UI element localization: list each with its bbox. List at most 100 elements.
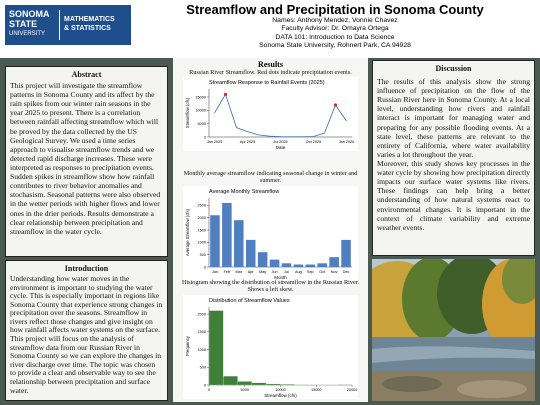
x-tick-label: Oct 2025: [306, 140, 321, 144]
abstract-text: This project will investigate the stream…: [10, 81, 161, 236]
y-tick-label: 2500: [198, 204, 206, 208]
title: Streamflow and Precipitation in Sonoma C…: [186, 2, 484, 17]
x-tick-label: Sep: [307, 270, 314, 274]
river-photo: [372, 259, 535, 401]
logo-line: STATE: [9, 19, 38, 29]
x-tick-label: Aug: [295, 270, 302, 274]
y-tick-label: 5000: [198, 122, 206, 126]
x-tick-label: Jan: [212, 270, 218, 274]
histogram-bar: [237, 381, 252, 386]
logo-dept-line: & STATISTICS: [64, 25, 111, 32]
x-axis-label: Month: [274, 275, 287, 280]
histogram-bar: [251, 382, 267, 386]
x-tick-label: 15000: [311, 388, 322, 392]
histogram-bar: [266, 383, 281, 386]
chart-title: Distribution of Streamflow Values: [209, 298, 290, 304]
y-tick-label: 500: [200, 253, 206, 257]
y-tick-label: 500: [200, 366, 206, 370]
logo-dept: MATHEMATICS & STATISTICS: [64, 15, 115, 33]
logo: SONOMA STATE UNIVERSITY MATHEMATICS & ST…: [5, 5, 131, 45]
y-tick-label: 1000: [198, 348, 206, 352]
header-line: DATA 101: Introduction to Data Science: [275, 33, 395, 41]
event-dot: [333, 103, 338, 107]
x-tick-label: Jan 2026: [339, 140, 355, 144]
y-tick-label: 0: [204, 135, 206, 139]
header-line: Faculty Advisor: Dr. Omayra Ortega: [281, 25, 389, 33]
x-tick-label: Dec: [343, 270, 350, 274]
bar: [257, 252, 268, 267]
paragraph: Moreover, this study shows key processes…: [377, 158, 530, 232]
x-tick-label: Nov: [331, 270, 338, 274]
bar: [281, 263, 292, 267]
y-axis-label: Average Streamflow (cfs): [185, 208, 190, 256]
caption: Histogram showing the distribution of st…: [181, 279, 359, 294]
heading: Results: [258, 60, 283, 69]
histogram-bar: [208, 310, 224, 386]
x-tick-label: Jun: [271, 270, 277, 274]
header-text: Streamflow and Precipitation in Sonoma C…: [140, 2, 530, 51]
y-tick-label: 15000: [195, 95, 206, 99]
bar: [341, 239, 351, 267]
heading: Introduction: [64, 264, 109, 273]
logo-line: UNIVERSITY: [9, 31, 46, 37]
bar: [317, 263, 327, 267]
x-tick-label: Oct: [319, 270, 326, 274]
heading: Discussion: [435, 64, 472, 73]
x-tick-label: 10000: [275, 388, 286, 392]
histogram-bar: [223, 376, 238, 386]
x-tick-label: Feb: [224, 270, 231, 274]
chart: Streamflow Response to Rainfall Events (…: [183, 77, 358, 151]
chart: Average Monthly Streamflow Month Average S…: [183, 186, 358, 281]
paragraph: The results of this analysis show the st…: [377, 77, 530, 159]
x-tick-label: 0: [208, 388, 210, 392]
y-tick-label: 1500: [198, 228, 206, 232]
chart-title: Streamflow Response to Rainfall Events (…: [209, 80, 325, 86]
logo-divider: [59, 10, 60, 40]
x-tick-label: Jan 2025: [207, 140, 223, 144]
caption: Russian River Streamflow. Red dots indic…: [189, 69, 352, 76]
y-tick-label: 2000: [198, 312, 206, 316]
bar: [234, 220, 244, 267]
discussion-box: Discussion The results of this analysis …: [372, 60, 535, 256]
x-tick-label: 20000: [347, 388, 358, 392]
bar: [305, 264, 316, 267]
bar: [329, 257, 339, 267]
intro-box: Introduction Understanding how water mov…: [5, 260, 168, 401]
logo-text: SONOMA STATE UNIVERSITY: [9, 9, 50, 39]
x-tick-label: May: [259, 270, 266, 274]
chart: Distribution of Streamflow Values Streamf…: [183, 295, 358, 399]
header-line: Sonoma State University, Rohnert Park, C…: [259, 42, 411, 50]
x-tick-label: Apr 2025: [240, 140, 255, 144]
y-tick-label: 1500: [198, 330, 206, 334]
results-panel: Results Russian River Streamflow. Red do…: [173, 58, 368, 402]
header: SONOMA STATE UNIVERSITY MATHEMATICS & ST…: [0, 0, 540, 58]
x-tick-label: Jul: [284, 270, 289, 274]
histogram-bar: [280, 384, 295, 386]
bar: [269, 259, 280, 267]
caption: Monthly average streamflow indicating se…: [183, 170, 358, 185]
y-axis-label: Frequency: [185, 335, 190, 356]
event-dot: [223, 92, 228, 96]
bar: [210, 215, 220, 267]
x-axis-label: Streamflow (cfs): [264, 393, 297, 398]
y-tick-label: 2000: [198, 216, 206, 220]
x-tick-label: 5000: [241, 388, 249, 392]
x-axis-label: Date: [276, 145, 286, 150]
axes: [208, 198, 352, 268]
x-tick-label: Mar: [236, 270, 243, 274]
heading: Abstract: [71, 70, 102, 79]
abstract-box: Abstract This project will investigate t…: [5, 66, 168, 257]
chart-bg: [183, 77, 358, 151]
intro-text: Understanding how water moves in the env…: [10, 274, 163, 395]
chart-title: Average Monthly Streamflow: [209, 189, 279, 195]
logo-dept-line: MATHEMATICS: [64, 16, 115, 23]
y-tick-label: 1000: [198, 241, 206, 245]
x-tick-label: Apr: [248, 270, 255, 274]
bar: [293, 264, 304, 267]
line: [214, 93, 347, 138]
y-tick-label: 0: [204, 265, 206, 269]
y-tick-label: 10000: [195, 109, 206, 113]
logo-line: SONOMA: [9, 9, 50, 19]
y-tick-label: 0: [204, 383, 206, 387]
